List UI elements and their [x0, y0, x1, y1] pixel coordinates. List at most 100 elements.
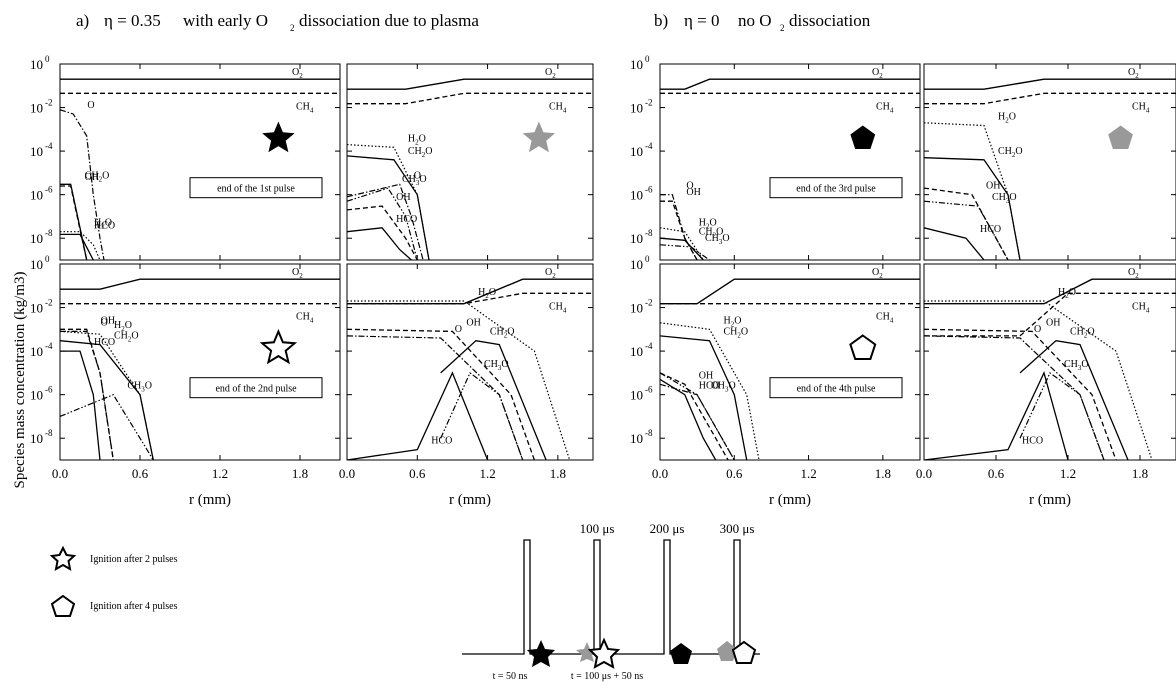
series-ch2o-line: [347, 155, 430, 260]
y-tick-label: 10: [30, 188, 43, 203]
series-h2o-line: [347, 144, 430, 260]
pulse-label: end of the 4th pulse: [797, 384, 876, 395]
pulse-label: end of the 1st pulse: [217, 184, 295, 195]
legend-pentagon-label: Ignition after 4 pulses: [90, 601, 178, 612]
series-label-h2o: H2O: [699, 218, 717, 231]
x-tick-label: 1.2: [212, 466, 228, 481]
series-label-ch2o: CH2O: [490, 327, 515, 340]
series-label-o2: O2: [1128, 267, 1139, 280]
x-tick-label: 1.8: [1132, 466, 1148, 481]
y-tick-label: 10: [30, 344, 43, 359]
series-label-oh: OH: [1046, 317, 1060, 328]
timing-open-star-icon: [587, 637, 621, 669]
series-label-o: O: [686, 181, 693, 192]
series-label-hco: HCO: [699, 381, 720, 392]
series-h2o-line: [60, 231, 101, 260]
series-oh-line: [347, 205, 418, 260]
x-tick-label: 1.2: [479, 466, 495, 481]
title-a-text: with early O: [183, 11, 268, 30]
series-o-line: [60, 330, 114, 460]
x-axis-label-b-left: r (mm): [769, 492, 811, 508]
timing-label-100: 100 μs: [580, 521, 615, 536]
series-o-line: [347, 183, 424, 260]
series-label-ch2o: CH2O: [85, 170, 110, 183]
series-label-oh: OH: [396, 192, 410, 203]
series-label-o2: O2: [292, 267, 303, 280]
timing-gray-star-icon: [576, 642, 598, 662]
y-tick-exponent: 0: [645, 54, 650, 64]
x-tick-label: 1.8: [875, 466, 891, 481]
series-oh-line: [924, 328, 1117, 460]
panel-frame: [346, 63, 594, 261]
series-label-ch2o: CH2O: [1070, 327, 1095, 340]
series-label-h2o: H2O: [1058, 287, 1076, 300]
panel-frame: [659, 263, 921, 461]
series-label-ch2o: CH2O: [998, 146, 1023, 159]
pulse-label: end of the 3rd pulse: [796, 184, 876, 195]
x-tick-label: 1.2: [1060, 466, 1076, 481]
series-label-ch4: CH4: [876, 101, 894, 114]
series-label-ch4: CH4: [549, 301, 567, 314]
y-tick-label: 10: [30, 231, 43, 246]
series-hco-line: [60, 233, 94, 260]
series-label-ch3o: CH3O: [484, 359, 509, 372]
series-label-o2: O2: [872, 267, 883, 280]
series-group: [660, 278, 920, 460]
legend-pentagon-icon: [50, 594, 76, 617]
title-b-eta: η = 0: [684, 11, 719, 30]
series-hco-line: [347, 371, 489, 460]
marker-black-pentagon-icon: [850, 125, 876, 149]
series-o-line: [924, 335, 1105, 460]
y-tick-exponent: -6: [645, 385, 653, 395]
y-tick-label: 10: [630, 231, 643, 246]
series-ch2o-line: [660, 335, 748, 460]
y-tick-label: 10: [630, 344, 643, 359]
series-o2-line: [347, 278, 593, 305]
series-group: [924, 278, 1176, 460]
y-tick-label: 10: [630, 188, 643, 203]
series-o2-line: [660, 278, 920, 305]
y-tick-label: 10: [630, 257, 643, 272]
series-o-line: [60, 109, 105, 260]
series-ch2o-line: [60, 183, 88, 260]
series-oh-line: [660, 372, 729, 460]
y-tick-exponent: -6: [45, 185, 53, 195]
series-ch3o-line: [924, 200, 1009, 260]
series-group: [660, 78, 920, 260]
x-tick-label: 0.6: [132, 466, 149, 481]
y-tick-exponent: -6: [645, 185, 653, 195]
series-label-hco: HCO: [980, 224, 1001, 235]
title-b-text: no O: [738, 11, 772, 30]
series-ch3o-line: [660, 244, 710, 260]
y-tick-label: 10: [30, 301, 43, 316]
y-tick-exponent: -8: [645, 228, 653, 238]
series-label-ch3o: CH3O: [992, 192, 1017, 205]
series-ch2o-line: [1019, 340, 1129, 460]
y-tick-label: 10: [630, 388, 643, 403]
series-label-oh: OH: [466, 317, 480, 328]
timing-label-300: 300 μs: [720, 521, 755, 536]
y-tick-label: 10: [30, 257, 43, 272]
series-label-ch3o: CH3O: [402, 174, 427, 187]
series-ch4-line: [924, 92, 1176, 105]
timing-gray-pentagon-icon: [717, 641, 737, 661]
series-ch4-line: [924, 292, 1176, 337]
y-tick-label: 10: [30, 431, 43, 446]
series-label-o2: O2: [292, 67, 303, 80]
pulse-train-line: [462, 539, 760, 655]
x-tick-label: 0.0: [916, 466, 932, 481]
series-o-line: [660, 194, 698, 260]
series-label-ch3o: CH3O: [705, 233, 730, 246]
series-h2o-line: [660, 322, 760, 460]
timing-label-200: 200 μs: [650, 521, 685, 536]
series-label-ch4: CH4: [549, 101, 567, 114]
y-tick-exponent: -2: [45, 98, 53, 108]
series-label-ch2o: CH2O: [408, 146, 433, 159]
title-a: a) η = 0.35 with early O 2 dissociation …: [76, 11, 479, 33]
series-hco-line: [924, 227, 996, 260]
title-b-prefix: b): [654, 11, 668, 30]
